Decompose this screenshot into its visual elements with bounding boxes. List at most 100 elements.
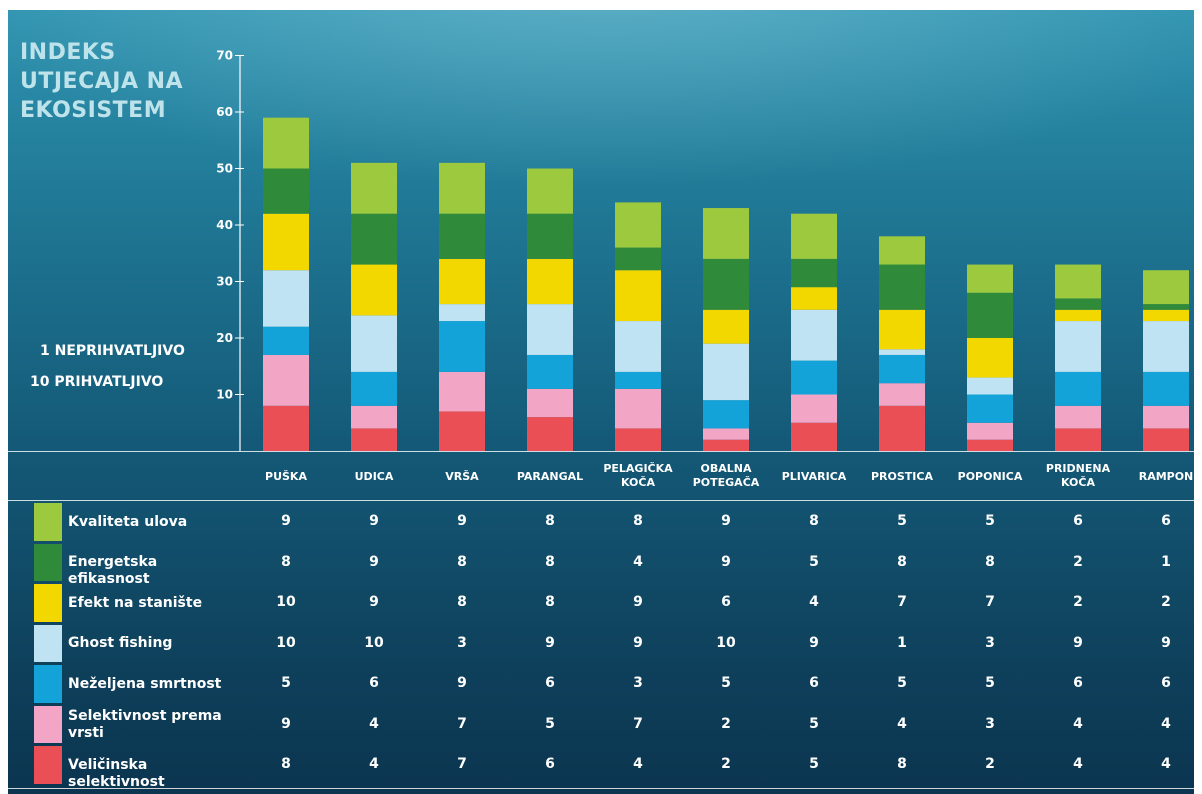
bar-segment <box>615 270 661 322</box>
bar-segment <box>615 371 661 389</box>
bar-segment <box>703 208 749 259</box>
legend-swatch <box>34 543 62 581</box>
table-bottom-rule <box>8 788 1194 789</box>
data-cell: 5 <box>809 553 819 570</box>
data-cell: 1 <box>1161 553 1171 570</box>
data-cell: 6 <box>369 675 379 692</box>
data-cell: 3 <box>457 634 467 651</box>
category-label-line: UDICA <box>354 470 394 483</box>
row-label: Veličinska selektivnost <box>68 757 238 791</box>
bar-segment <box>351 371 397 406</box>
data-cell: 5 <box>897 675 907 692</box>
bar-segment <box>791 258 837 288</box>
category-label: OBALNA POTEGAČA <box>683 462 769 490</box>
data-cell: 4 <box>369 715 379 732</box>
bar-segment <box>1143 270 1189 305</box>
data-cell: 6 <box>1073 675 1083 692</box>
chart-title-line-1: INDEKS <box>20 40 116 65</box>
category-label-line: PUŠKA <box>265 470 307 483</box>
scale-note-unacceptable: 1 NEPRIHVATLJIVO <box>40 343 185 359</box>
category-label-line: PELAGIČKA <box>603 462 673 475</box>
category-label: PUŠKA <box>243 470 329 484</box>
category-label: RAMPON <box>1123 470 1194 484</box>
bar-segment <box>703 439 749 451</box>
bar-segment <box>967 394 1013 423</box>
data-cell: 6 <box>545 756 555 773</box>
data-cell: 6 <box>1161 513 1171 530</box>
data-cell: 5 <box>281 675 291 692</box>
y-tick-label: 30 <box>216 275 233 289</box>
bar-segment <box>263 405 309 451</box>
bar-segment <box>351 162 397 214</box>
bar-segment <box>967 377 1013 395</box>
bar-segment <box>879 349 925 355</box>
bar-segment <box>439 411 485 451</box>
row-label-line: Efekt na stanište <box>68 594 203 611</box>
data-cell: 2 <box>985 756 995 773</box>
bar-segment <box>703 400 749 429</box>
data-cell: 8 <box>809 513 819 530</box>
bar-segment <box>791 309 837 361</box>
bar-segment <box>791 213 837 259</box>
row-label: Efekt na stanište <box>68 595 238 612</box>
category-label-line: PLIVARICA <box>781 470 847 483</box>
data-cell: 3 <box>985 715 995 732</box>
bar-segment <box>879 354 925 384</box>
data-cell: 6 <box>545 675 555 692</box>
data-cell: 6 <box>1161 675 1171 692</box>
row-label: Ghost fishing <box>68 635 238 652</box>
bar-segment <box>1143 428 1189 451</box>
data-cell: 9 <box>281 513 291 530</box>
data-cell: 7 <box>633 715 643 732</box>
legend-swatch <box>34 665 62 703</box>
bar-segment <box>263 270 309 327</box>
water-glow <box>8 10 1194 190</box>
bar-segment <box>439 321 485 372</box>
data-cell: 5 <box>721 675 731 692</box>
y-tick-label: 50 <box>216 162 233 176</box>
bar-segment <box>439 162 485 214</box>
data-cell: 1 <box>897 634 907 651</box>
data-cell: 5 <box>897 513 907 530</box>
category-label-line: KOČA <box>1061 476 1095 489</box>
category-label: PELAGIČKA KOČA <box>595 462 681 490</box>
data-cell: 4 <box>1073 715 1083 732</box>
y-tick-label: 10 <box>216 388 233 402</box>
data-cell: 8 <box>545 513 555 530</box>
data-cell: 2 <box>1161 594 1171 611</box>
row-label: Kvaliteta ulova <box>68 514 238 531</box>
bar-segment <box>263 354 309 406</box>
bar-segment <box>791 394 837 423</box>
data-cell: 9 <box>633 634 643 651</box>
data-cell: 9 <box>281 715 291 732</box>
data-cell: 3 <box>985 634 995 651</box>
bar-segment <box>527 417 573 451</box>
category-label: VRŠA <box>419 470 505 484</box>
bar-segment <box>351 428 397 451</box>
bar-segment <box>527 388 573 418</box>
bar-segment <box>791 360 837 395</box>
chart-title-line-2: UTJECAJA NA <box>20 69 184 94</box>
bar-segment <box>1143 405 1189 429</box>
data-cell: 10 <box>276 634 296 651</box>
bar-segment <box>703 258 749 310</box>
bar-segment <box>967 292 1013 338</box>
bar-segment <box>879 309 925 350</box>
category-label: PLIVARICA <box>771 470 857 484</box>
chart-baseline <box>8 451 1194 452</box>
bar-segment <box>1055 321 1101 372</box>
data-cell: 9 <box>369 553 379 570</box>
data-cell: 8 <box>457 553 467 570</box>
bar-segment <box>351 213 397 265</box>
table-top-rule <box>8 500 1194 501</box>
data-cell: 4 <box>1161 756 1171 773</box>
category-label: PRIDNENA KOČA <box>1035 462 1121 490</box>
data-cell: 8 <box>281 756 291 773</box>
bar-segment <box>967 422 1013 440</box>
data-cell: 3 <box>633 675 643 692</box>
bar-segment <box>615 247 661 271</box>
bar-segment <box>1055 309 1101 322</box>
bar-segment <box>615 388 661 429</box>
row-label: Selektivnost prema vrsti <box>68 708 238 742</box>
bar-segment <box>703 343 749 401</box>
